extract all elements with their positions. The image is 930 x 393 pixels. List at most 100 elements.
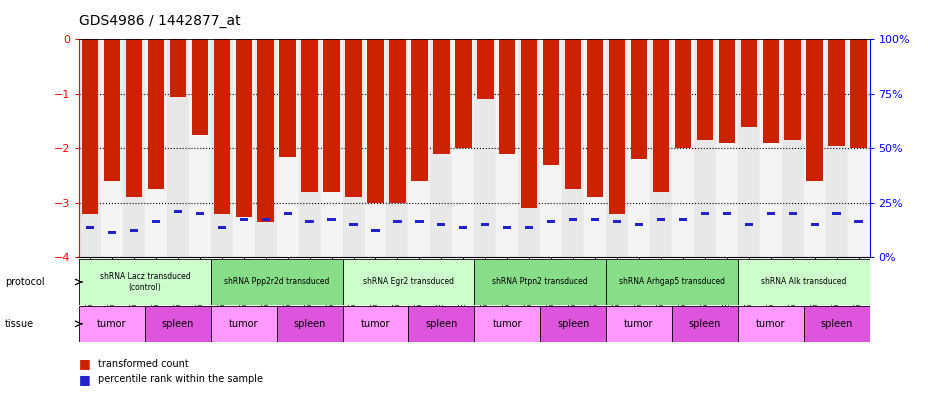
Bar xyxy=(521,39,538,208)
Bar xyxy=(79,39,101,257)
Bar xyxy=(832,212,841,215)
Bar xyxy=(474,259,606,305)
Bar xyxy=(679,218,687,221)
Text: shRNA Egr2 transduced: shRNA Egr2 transduced xyxy=(363,277,454,286)
Bar xyxy=(719,39,735,143)
Bar xyxy=(342,306,408,342)
Text: tumor: tumor xyxy=(756,319,786,329)
Bar xyxy=(86,226,94,229)
Bar xyxy=(547,220,555,224)
Bar xyxy=(174,209,182,213)
Text: shRNA Ptpn2 transduced: shRNA Ptpn2 transduced xyxy=(492,277,588,286)
Text: shRNA Alk transduced: shRNA Alk transduced xyxy=(761,277,846,286)
Bar xyxy=(789,212,797,215)
Bar xyxy=(785,39,801,140)
Bar xyxy=(411,39,428,181)
Text: tissue: tissue xyxy=(5,319,33,329)
Bar xyxy=(277,306,342,342)
Bar xyxy=(387,39,408,257)
Bar xyxy=(716,39,737,257)
Bar xyxy=(365,39,387,257)
Bar xyxy=(452,39,474,257)
Bar xyxy=(474,306,540,342)
Bar xyxy=(148,39,164,189)
Text: shRNA Ppp2r2d transduced: shRNA Ppp2r2d transduced xyxy=(224,277,329,286)
Bar xyxy=(562,39,584,257)
Bar xyxy=(277,39,299,257)
Bar xyxy=(130,229,138,231)
Bar xyxy=(371,229,379,231)
Bar xyxy=(79,306,145,342)
Bar xyxy=(613,220,621,224)
Bar xyxy=(518,39,540,257)
Bar xyxy=(569,218,578,221)
Bar xyxy=(540,306,606,342)
Bar xyxy=(499,39,515,154)
Bar xyxy=(543,39,559,165)
Bar xyxy=(342,259,474,305)
Bar xyxy=(431,39,452,257)
Text: shRNA Lacz transduced
(control): shRNA Lacz transduced (control) xyxy=(100,272,191,292)
Bar xyxy=(674,39,691,148)
Bar xyxy=(806,39,823,181)
Bar xyxy=(255,39,277,257)
Text: shRNA Arhgap5 transduced: shRNA Arhgap5 transduced xyxy=(619,277,724,286)
Bar xyxy=(258,39,274,222)
Bar xyxy=(540,39,562,257)
Bar xyxy=(700,212,709,215)
Bar xyxy=(760,39,782,257)
Bar xyxy=(503,226,512,229)
Bar xyxy=(101,39,123,257)
Bar xyxy=(437,223,445,226)
Bar xyxy=(145,306,211,342)
Bar xyxy=(737,39,760,257)
Text: spleen: spleen xyxy=(820,319,853,329)
Bar xyxy=(301,39,318,192)
Bar xyxy=(650,39,671,257)
Text: transformed count: transformed count xyxy=(98,358,189,369)
Bar xyxy=(261,218,270,221)
Bar xyxy=(390,39,405,203)
Bar xyxy=(740,39,757,127)
Bar xyxy=(737,306,804,342)
Bar xyxy=(192,39,208,135)
Bar xyxy=(145,39,166,257)
Bar xyxy=(474,39,497,257)
Bar xyxy=(826,39,847,257)
Bar xyxy=(305,220,313,224)
Bar xyxy=(587,39,604,197)
Bar xyxy=(416,220,423,224)
Bar xyxy=(350,223,358,226)
Bar xyxy=(606,259,737,305)
Bar xyxy=(152,220,160,224)
Bar xyxy=(671,39,694,257)
Bar xyxy=(79,259,211,305)
Bar xyxy=(211,39,232,257)
Bar xyxy=(804,306,870,342)
Bar xyxy=(393,220,402,224)
Bar xyxy=(657,218,665,221)
Bar xyxy=(108,231,116,234)
Bar xyxy=(433,39,449,154)
Bar xyxy=(606,306,671,342)
Text: tumor: tumor xyxy=(361,319,391,329)
Text: tumor: tumor xyxy=(98,319,126,329)
Bar xyxy=(211,306,277,342)
Bar xyxy=(408,39,431,257)
Bar xyxy=(235,39,252,217)
Text: spleen: spleen xyxy=(689,319,721,329)
Bar xyxy=(211,259,342,305)
Bar xyxy=(811,223,818,226)
Bar xyxy=(104,39,120,181)
Bar xyxy=(609,39,625,214)
Bar xyxy=(327,218,336,221)
Bar xyxy=(367,39,384,203)
Bar xyxy=(694,39,716,257)
Bar xyxy=(214,39,230,214)
Bar xyxy=(782,39,804,257)
Bar xyxy=(299,39,321,257)
Bar xyxy=(737,259,870,305)
Bar xyxy=(804,39,826,257)
Bar xyxy=(342,39,365,257)
Bar xyxy=(763,39,779,143)
